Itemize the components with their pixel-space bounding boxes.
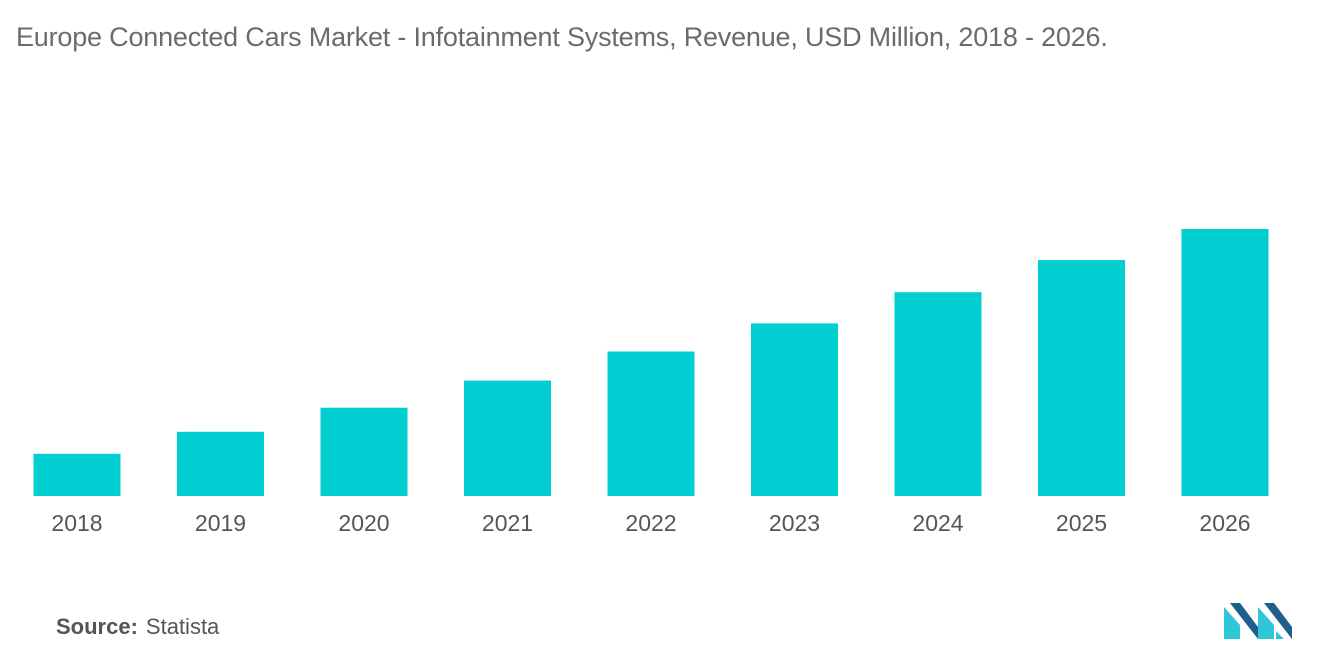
x-tick-label-2020: 2020 xyxy=(338,510,389,536)
bar-2020 xyxy=(320,407,408,496)
bar-2019 xyxy=(177,431,264,496)
source-value: Statista xyxy=(145,614,220,639)
bar-2023 xyxy=(751,323,838,496)
chart-title: Europe Connected Cars Market - Infotainm… xyxy=(16,22,1108,52)
x-tick-label-2026: 2026 xyxy=(1199,510,1250,536)
bar-2024 xyxy=(894,292,982,496)
x-tick-label-2019: 2019 xyxy=(195,510,246,536)
source-note: Source: Statista xyxy=(56,614,219,640)
x-tick-label-2023: 2023 xyxy=(769,510,820,536)
bar-2025 xyxy=(1038,260,1125,496)
bars-group xyxy=(33,229,1269,496)
x-axis-ticks: 2018 2019 2020 2021 2022 2023 2024 2025 2026 xyxy=(51,510,1250,536)
bar-2026 xyxy=(1181,229,1269,496)
mordor-intelligence-logo-icon xyxy=(1224,603,1292,639)
x-tick-label-2021: 2021 xyxy=(482,510,533,536)
x-tick-label-2025: 2025 xyxy=(1056,510,1107,536)
bar-2022 xyxy=(607,351,695,496)
x-tick-label-2018: 2018 xyxy=(51,510,102,536)
bar-2018 xyxy=(33,453,121,496)
source-label: Source: xyxy=(56,614,138,639)
bar-chart: 2018 2019 2020 2021 2022 2023 2024 2025 2026 xyxy=(33,229,1269,536)
x-tick-label-2022: 2022 xyxy=(625,510,676,536)
x-tick-label-2024: 2024 xyxy=(912,510,963,536)
bar-2021 xyxy=(464,380,551,496)
